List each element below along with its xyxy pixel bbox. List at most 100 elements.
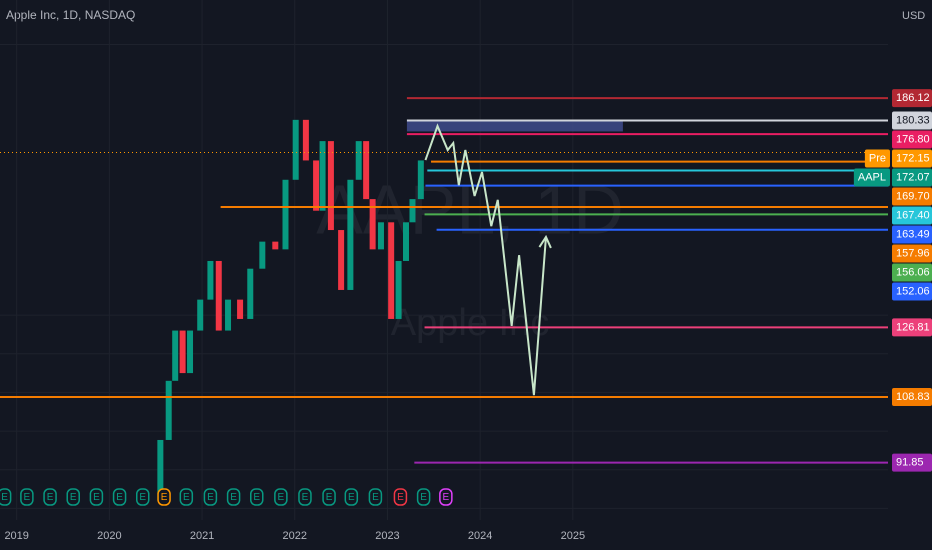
watermark: AAPL, 1D	[316, 170, 623, 248]
x-tick-label: 2019	[4, 530, 28, 542]
price-label: 91.85	[896, 456, 924, 468]
candle	[395, 260, 402, 319]
earnings-label: E	[253, 492, 260, 503]
candle	[319, 141, 326, 211]
price-label-bg	[892, 282, 932, 301]
earnings-label: E	[420, 492, 427, 503]
candle	[388, 222, 395, 319]
currency: USD	[902, 10, 925, 22]
price-label: 176.80	[896, 133, 930, 145]
price-label-bg	[892, 168, 932, 187]
price-label: 152.06	[896, 285, 930, 297]
price-label: 167.40	[896, 209, 930, 221]
candle	[369, 199, 376, 250]
earnings-marker	[298, 488, 312, 506]
candle	[259, 241, 266, 269]
earnings-marker	[226, 488, 241, 506]
price-label: 157.96	[896, 247, 930, 259]
candle	[172, 330, 179, 381]
earnings-marker	[368, 488, 383, 506]
price-label-bg	[892, 225, 932, 244]
earnings-marker	[66, 488, 80, 506]
price-label: 163.49	[896, 228, 930, 240]
price-tag-bg	[853, 168, 890, 187]
candle	[187, 330, 194, 374]
earnings-label: E	[397, 492, 404, 503]
watermark-subtitle: Apple Inc	[391, 302, 549, 344]
earnings-marker	[135, 488, 150, 506]
price-tag-bg	[864, 149, 890, 168]
candle	[272, 241, 279, 250]
price-label-bg	[892, 387, 932, 406]
earnings-label: E	[161, 492, 168, 503]
earnings-marker	[112, 488, 127, 506]
price-label-bg	[892, 89, 932, 108]
candle	[157, 439, 164, 501]
price-label: 126.81	[896, 321, 930, 333]
candle	[417, 160, 424, 200]
earnings-marker	[250, 488, 264, 506]
earnings-label: E	[443, 492, 450, 503]
earnings-marker	[20, 488, 34, 506]
candle	[225, 299, 232, 331]
price-label-bg	[892, 263, 932, 282]
price-tag: Pre	[869, 152, 886, 164]
candle	[355, 141, 362, 180]
price-label-bg	[892, 244, 932, 263]
earnings-marker	[157, 488, 171, 506]
zone	[406, 119, 623, 132]
candle	[377, 222, 384, 250]
x-tick-label: 2023	[375, 530, 399, 542]
x-tick-label: 2024	[468, 530, 492, 542]
x-tick-label: 2021	[190, 530, 214, 542]
earnings-label: E	[230, 492, 237, 503]
price-label: 156.06	[896, 266, 930, 278]
earnings-label: E	[24, 492, 31, 503]
price-tag: AAPL	[858, 171, 886, 183]
price-label-bg	[892, 130, 932, 149]
earnings-label: E	[207, 492, 214, 503]
candle	[237, 299, 244, 319]
candle	[313, 160, 320, 211]
candle	[165, 380, 172, 440]
x-tick-label: 2022	[283, 530, 307, 542]
price-label-bg	[892, 318, 932, 337]
earnings-marker	[344, 488, 359, 506]
price-label-bg	[892, 111, 932, 130]
candle	[302, 119, 309, 161]
arrowhead	[538, 234, 552, 249]
candle	[282, 179, 289, 250]
price-label-bg	[892, 206, 932, 225]
earnings-label: E	[372, 492, 379, 503]
price-label-bg	[892, 187, 932, 206]
earnings-label: E	[139, 492, 146, 503]
earnings-marker	[274, 488, 288, 506]
projection	[424, 123, 547, 396]
earnings-label: E	[302, 492, 309, 503]
earnings-marker	[0, 488, 12, 506]
x-tick-label: 2020	[97, 530, 121, 542]
candle	[247, 268, 254, 319]
candle	[363, 141, 370, 200]
price-label: 108.83	[896, 391, 930, 403]
candle	[402, 222, 409, 261]
candle	[207, 260, 214, 300]
earnings-label: E	[70, 492, 77, 503]
earnings-marker	[179, 488, 194, 506]
earnings-marker	[203, 488, 218, 506]
earnings-label: E	[326, 492, 333, 503]
earnings-label: E	[183, 492, 190, 503]
earnings-label: E	[278, 492, 285, 503]
earnings-marker	[416, 488, 431, 506]
candle	[338, 230, 345, 290]
price-label: 180.33	[896, 114, 930, 126]
candle	[215, 260, 222, 331]
price-label: 169.70	[896, 190, 930, 202]
price-label-bg	[892, 453, 932, 472]
earnings-label: E	[47, 492, 54, 503]
earnings-marker	[322, 488, 336, 506]
earnings-label: E	[348, 492, 355, 503]
candle	[197, 299, 204, 331]
